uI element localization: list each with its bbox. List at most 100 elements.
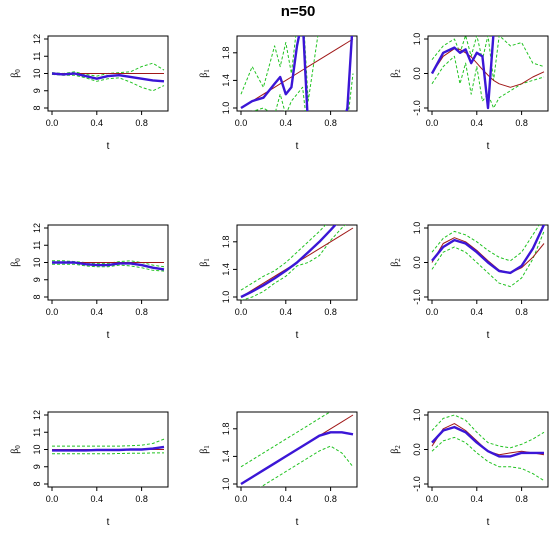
x-tick-label: 0.8 <box>135 494 148 504</box>
x-axis-label: t <box>107 517 110 528</box>
upper-band-line <box>240 36 319 102</box>
y-tick-label: 1.0 <box>221 478 231 491</box>
upper-band-line <box>240 412 331 468</box>
x-tick-label: 0.4 <box>471 494 484 504</box>
x-tick-label: 0.8 <box>324 307 337 317</box>
x-tick-label: 0.4 <box>471 307 484 317</box>
y-tick-label: 0.0 <box>412 256 422 269</box>
x-tick-label: 0.0 <box>426 307 439 317</box>
x-tick-label: 0.4 <box>91 494 104 504</box>
lower-band-line <box>52 263 165 272</box>
y-tick-label: 11 <box>32 52 42 61</box>
x-tick-label: 0.0 <box>46 494 59 504</box>
lower-band-line <box>431 436 545 482</box>
x-tick-label: 0.4 <box>91 307 104 317</box>
y-tick-label: 1.0 <box>221 102 231 115</box>
x-tick-label: 0.4 <box>280 494 293 504</box>
estimate-line <box>240 431 354 486</box>
y-axis-label-subscript: 2 <box>394 258 402 262</box>
upper-band-line <box>431 225 540 262</box>
y-axis-label: β2 <box>390 69 402 78</box>
y-tick-label: 10 <box>32 444 42 454</box>
y-axis-label: β0 <box>10 258 22 267</box>
lower-band-line <box>52 452 164 455</box>
lower-band-line <box>252 73 354 111</box>
y-axis-label: β2 <box>390 258 402 267</box>
y-tick-label: 10 <box>32 68 42 78</box>
y-tick-label: 1.4 <box>221 263 231 276</box>
y-tick-label: 12 <box>32 223 42 233</box>
lower-band-line <box>240 225 346 300</box>
plot-frame <box>236 35 358 112</box>
panel-3-2: 0.0 0.4 0.8 1.0 1.4 1.8 t β1 <box>199 411 358 528</box>
estimate-line <box>431 425 544 458</box>
y-tick-label: 11 <box>32 241 42 250</box>
x-tick-label: 0.0 <box>235 118 248 128</box>
y-tick-label: 8 <box>32 294 42 299</box>
y-axis-label: β2 <box>390 445 402 454</box>
y-tick-label: 9 <box>32 277 42 282</box>
panel-2-2: 0.0 0.4 0.8 1.0 1.4 1.8 t β1 <box>199 224 358 341</box>
y-axis-label-subscript: 1 <box>203 69 211 73</box>
x-tick-label: 0.0 <box>46 307 59 317</box>
figure-title: n=50 <box>281 3 316 20</box>
panel-2-1: 0.0 0.4 0.8 8 9 10 11 12 t β0 <box>10 223 169 341</box>
x-tick-label: 0.8 <box>135 118 148 128</box>
upper-band-line <box>52 260 165 268</box>
y-tick-label: 9 <box>32 464 42 469</box>
x-axis-label: t <box>107 330 110 341</box>
y-axis-label-subscript: 0 <box>14 445 22 449</box>
y-axis-label-subscript: 0 <box>14 258 22 262</box>
x-tick-label: 0.4 <box>471 118 484 128</box>
lower-band-line <box>51 73 165 92</box>
y-tick-label: 11 <box>32 428 42 437</box>
y-tick-label: 1.4 <box>221 74 231 87</box>
y-tick-label: -1.0 <box>412 476 422 492</box>
y-axis-label-subscript: 1 <box>203 445 211 449</box>
y-tick-label: 1.4 <box>221 450 231 463</box>
estimate-line <box>52 445 165 452</box>
y-tick-label: 1.0 <box>412 33 422 46</box>
estimate-line <box>431 225 546 275</box>
y-tick-label: 8 <box>32 481 42 486</box>
y-axis-label: β1 <box>199 69 211 78</box>
y-tick-label: 9 <box>32 88 42 93</box>
x-tick-label: 0.0 <box>426 494 439 504</box>
x-tick-label: 0.4 <box>280 307 293 317</box>
panel-1-2: 0.0 0.4 0.8 1.0 1.4 1.8 t β1 <box>199 35 358 152</box>
x-axis-label: t <box>487 330 490 341</box>
y-tick-label: -1.0 <box>412 289 422 305</box>
x-axis-label: t <box>296 330 299 341</box>
x-tick-label: 0.8 <box>135 307 148 317</box>
plot-frame <box>427 411 549 488</box>
y-axis-label: β1 <box>199 445 211 454</box>
y-tick-label: 10 <box>32 257 42 267</box>
y-tick-label: 1.8 <box>221 236 231 249</box>
x-axis-label: t <box>487 141 490 152</box>
panel-1-3: 0.0 0.4 0.8 -1.0 0.0 1.0 t β2 <box>390 33 549 152</box>
x-tick-label: 0.8 <box>324 118 337 128</box>
y-tick-label: 1.0 <box>221 291 231 304</box>
y-tick-label: 1.0 <box>412 409 422 422</box>
y-tick-label: 1.8 <box>221 47 231 60</box>
y-axis-label-subscript: 0 <box>14 69 22 73</box>
x-tick-label: 0.4 <box>91 118 104 128</box>
y-tick-label: -1.0 <box>412 100 422 116</box>
y-tick-label: 8 <box>32 105 42 110</box>
lower-band-line <box>431 231 545 288</box>
upper-band-line <box>240 225 327 291</box>
x-axis-label: t <box>487 517 490 528</box>
estimate-line <box>52 261 165 271</box>
upper-band-line <box>431 36 545 81</box>
y-axis-label-subscript: 2 <box>394 69 402 73</box>
upper-band-line <box>52 438 165 447</box>
y-axis-label: β1 <box>199 258 211 267</box>
x-tick-label: 0.0 <box>235 494 248 504</box>
y-axis-label-subscript: 1 <box>203 258 211 262</box>
plot-frame <box>236 411 358 488</box>
x-tick-label: 0.0 <box>46 118 59 128</box>
panel-1-1: 0.0 0.4 0.8 8 9 10 11 12 t β0 <box>10 34 169 152</box>
y-tick-label: 1.8 <box>221 423 231 436</box>
y-tick-label: 12 <box>32 410 42 420</box>
estimate-line <box>240 36 354 111</box>
